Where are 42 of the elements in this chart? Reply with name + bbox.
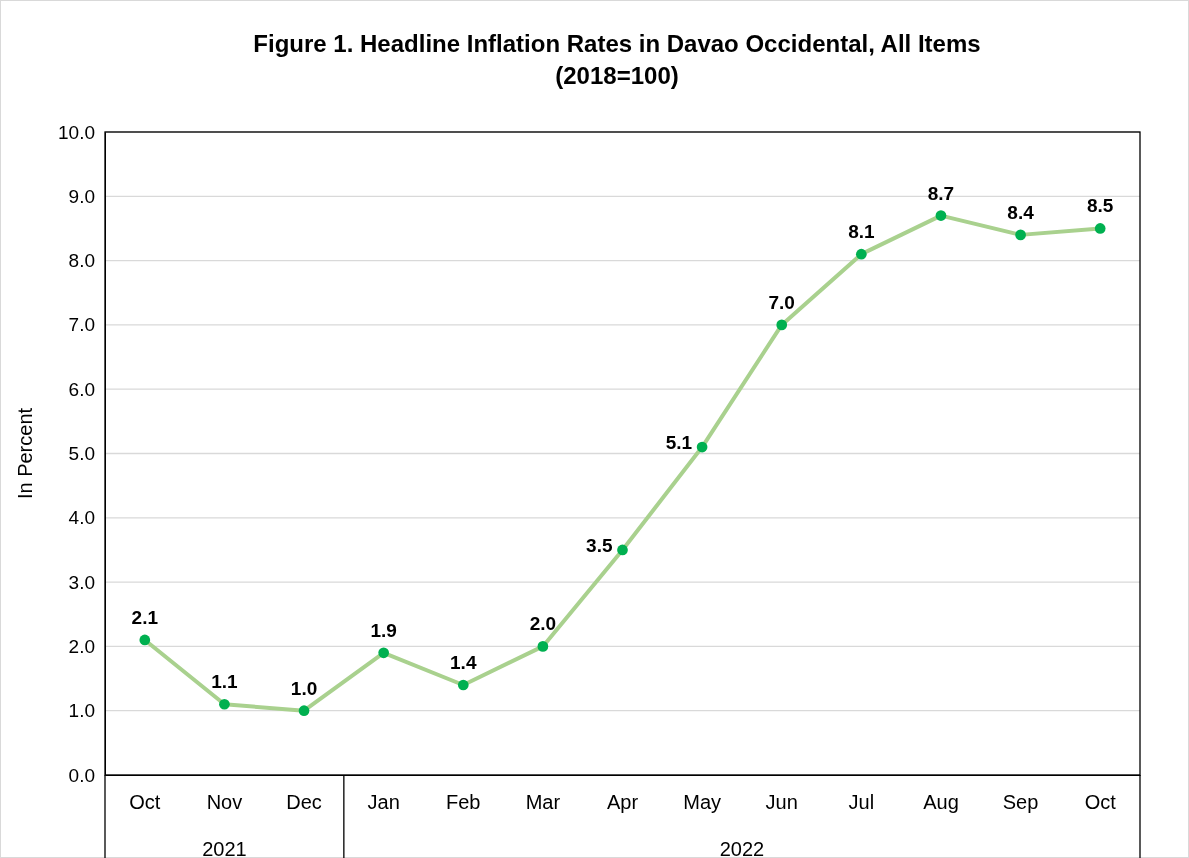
y-tick-label: 4.0 [68,507,95,529]
data-label: 1.9 [370,619,397,641]
y-tick-label: 1.0 [68,700,95,722]
data-label: 1.4 [450,651,477,673]
x-tick-label: Feb [446,791,481,814]
x-tick-label: Apr [606,791,639,814]
x-tick-label: Nov [206,791,243,814]
text: 2021 [202,838,247,858]
y-tick-label: 6.0 [68,378,95,400]
x-tick-label: Jul [848,791,875,814]
data-label: 8.5 [1086,195,1114,217]
y-tick-label: 10.0 [58,121,95,143]
data-label: 1.1 [211,671,239,693]
y-tick-label: 3.0 [68,571,95,593]
data-label: 1.0 [290,677,318,699]
data-label: 3.5 [586,534,613,556]
data-label: 2.0 [529,613,557,635]
y-tick-label: 5.0 [68,443,95,465]
y-tick-label: 0.0 [68,764,95,786]
data-label: 5.1 [665,432,693,454]
y-tick-label: 7.0 [68,314,95,336]
x-tick-label: Dec [286,791,322,814]
y-tick-label: 8.0 [68,250,95,272]
chart-title: Figure 1. Headline Inflation Rates in Davao Occidental, All Items [253,30,981,57]
data-label: 8.1 [848,221,875,243]
x-tick-label: Oct [1084,791,1117,814]
y-tick-label: 9.0 [68,185,95,207]
data-label: 2.1 [131,606,159,628]
data-label: 8.7 [927,182,955,204]
text: 2022 [719,838,765,858]
y-axis-title: In Percent [14,407,36,500]
data-label: 8.4 [1007,201,1035,223]
data-label: 7.0 [768,291,795,313]
chart-subtitle: (2018=100) [555,62,679,89]
x-tick-label: May [683,791,722,814]
x-tick-label: Sep [1002,791,1039,814]
x-tick-label: Jun [765,791,798,814]
y-tick-label: 2.0 [68,635,95,657]
x-tick-label: Mar [525,791,561,814]
x-tick-label: Oct [129,791,161,814]
x-tick-label: Jan [367,791,400,814]
x-tick-label: Aug [923,791,959,814]
